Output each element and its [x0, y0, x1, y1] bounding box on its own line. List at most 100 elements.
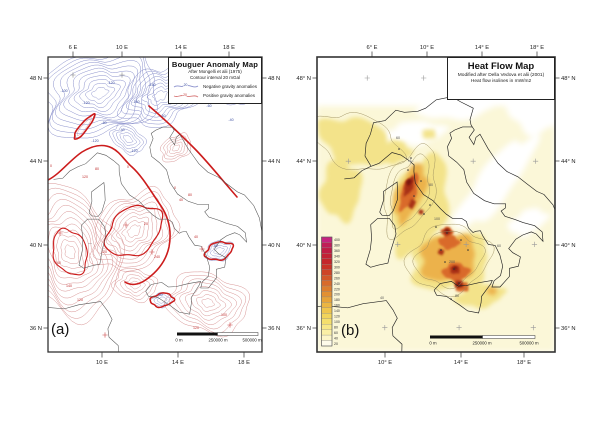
axis-label-right: 48° N — [561, 76, 576, 82]
negative-gravity-contour — [123, 135, 134, 143]
contour-label: -60 — [206, 104, 211, 108]
isoline-label: 80 — [429, 183, 433, 187]
negative-gravity-contour — [58, 64, 139, 121]
scale-bar-b: 0 m 250000 m 500000 m — [429, 335, 539, 346]
positive-gravity-contour — [174, 278, 242, 330]
axis-label-left: 44° N — [296, 159, 311, 165]
colorbar-cell — [321, 340, 333, 347]
colorbar-value: 320 — [334, 260, 340, 264]
heat-flow-data-point — [440, 249, 442, 251]
positive-gravity-contour — [116, 216, 149, 247]
negative-gravity-contour — [73, 75, 126, 112]
negative-gravity-contour — [51, 57, 146, 130]
heat-flow-data-point — [407, 169, 409, 171]
isoline-label: 100 — [434, 217, 440, 221]
heat-flow-colorbar: 4003803603403203002802602402202001801601… — [321, 236, 340, 347]
map-a-frame — [47, 56, 263, 353]
scale-bar-label: 250000 m — [472, 341, 492, 346]
isoline-label: 60 — [497, 244, 501, 248]
panel-a-subtitle-2: Contour interval 20 mGal — [189, 74, 241, 80]
colorbar-cell — [321, 291, 333, 298]
axis-label-bottom: 18° E — [517, 360, 531, 366]
colorbar-cell — [321, 313, 333, 319]
colorbar-value: 360 — [334, 249, 340, 253]
colorbar-value: 120 — [334, 315, 340, 319]
colorbar-value: 380 — [334, 244, 340, 248]
negative-gravity-contour — [210, 244, 228, 258]
panel-b-subtitle-1: Modified after Della Vedova et alii (200… — [457, 73, 545, 78]
contour-label: 120 — [101, 250, 107, 254]
legend-positive-label: Positive gravity anomalies — [203, 93, 256, 99]
contour-label: 80 — [95, 167, 99, 171]
axis-label-top: 14° E — [475, 45, 489, 51]
graticule-cross-icon — [123, 222, 129, 228]
positive-gravity-contour — [48, 193, 118, 313]
heat-flow-isoline — [383, 143, 437, 240]
axis-label-bottom: 14° E — [454, 360, 468, 366]
axis-label-left: 48° N — [296, 76, 311, 82]
legend-row-negative: -20 Negative gravity anomalies — [173, 82, 257, 90]
colorbar-value: 20 — [334, 342, 338, 346]
colorbar-value: 140 — [334, 309, 340, 313]
coastline — [78, 218, 107, 269]
negative-gravity-contour — [55, 60, 142, 126]
positive-gravity-contour — [101, 201, 164, 260]
contour-label: -120 — [82, 101, 89, 105]
positive-gravity-contour — [185, 286, 232, 321]
axis-label-right: 44° N — [561, 159, 576, 165]
zero-anomaly-line — [148, 105, 238, 198]
panel-b-label: (b) — [341, 322, 360, 339]
bouguer-map-area: —-120-160-40-80-40-120-120-160-80-60-40-… — [48, 57, 262, 352]
panel-b-title: Heat Flow Map — [467, 61, 535, 72]
graticule-cross-icon — [227, 322, 233, 328]
axis-label-left: 40° N — [296, 243, 311, 249]
graticule-cross-icon — [102, 332, 108, 338]
graticule-cross-icon — [70, 72, 76, 78]
negative-gravity-contour — [136, 79, 180, 114]
heat-flow-data-point — [458, 282, 460, 284]
colorbar-cell — [321, 329, 333, 336]
contour-label: 40 — [179, 198, 183, 202]
axis-label-left: 36° N — [296, 326, 311, 332]
zero-anomaly-line — [103, 204, 164, 257]
heat-flow-base — [317, 77, 555, 352]
graticule-cross-icon — [199, 246, 205, 252]
colorbar-value: 220 — [334, 287, 340, 291]
negative-gravity-contour — [125, 71, 190, 121]
axis-label-left: 48 N — [30, 76, 42, 82]
isoline-label: 40 — [380, 296, 384, 300]
heat-flow-isoline — [403, 223, 495, 298]
panel-b-subtitle-2: Heat flow isolines in mW/m2 — [470, 79, 532, 85]
negative-gravity-contour — [116, 61, 202, 128]
panel-a-legend: -20 Negative gravity anomalies 20 Positi… — [169, 82, 261, 100]
coastline — [344, 126, 555, 288]
axis-label-top: 18 E — [223, 45, 235, 51]
positive-gravity-contour — [169, 141, 183, 154]
panel-a-legend-box: Bouguer Anomaly Map After Mongelli et al… — [168, 57, 262, 104]
contour-label: -40 — [212, 244, 217, 248]
axis-label-bottom: 10° E — [378, 360, 392, 366]
colorbar-cell — [321, 247, 333, 254]
axis-label-right: 48 N — [268, 76, 280, 82]
coastline — [53, 126, 262, 289]
contour-label: 100 — [221, 313, 227, 317]
contour-label: 120 — [193, 326, 199, 330]
panel-b-title-box: Heat Flow Map Modified after Della Vedov… — [447, 57, 555, 100]
scale-bar-label: 0 m — [429, 341, 437, 346]
positive-gravity-contour — [56, 234, 84, 269]
graticule-cross-icon — [530, 325, 536, 331]
negative-gravity-contour — [119, 131, 137, 146]
contour-label: -120 — [91, 139, 98, 143]
positive-gravity-contour — [111, 211, 153, 252]
graticule-cross-icon — [57, 230, 63, 236]
axis-label-bottom: 18 E — [238, 360, 250, 366]
positive-gravity-contour — [48, 198, 114, 306]
colorbar-cell — [321, 285, 333, 292]
heat-flow-data-point — [460, 239, 462, 241]
positive-gravity-contour — [166, 138, 186, 157]
colorbar-value: 400 — [334, 238, 340, 242]
negative-gravity-contour — [152, 90, 168, 102]
positive-gravity-contour — [121, 220, 145, 243]
colorbar-value: 100 — [334, 320, 340, 324]
